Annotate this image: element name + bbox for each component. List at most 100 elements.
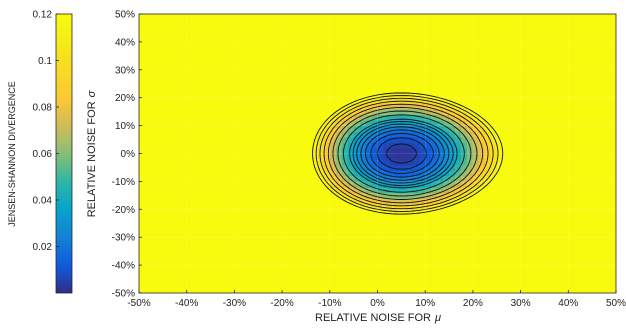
heatmap-cell — [288, 30, 295, 37]
heatmap-cell — [228, 276, 235, 283]
heatmap-cell — [270, 114, 277, 121]
heatmap-cell — [204, 53, 212, 60]
heatmap-cell — [258, 131, 265, 138]
heatmap-cell — [270, 226, 277, 233]
heatmap-cell — [556, 259, 563, 266]
heatmap-cell — [419, 175, 426, 182]
heatmap-cell — [544, 69, 552, 76]
heatmap-cell — [598, 147, 605, 155]
heatmap-cell — [156, 131, 164, 138]
heatmap-cell — [574, 147, 581, 155]
heatmap-cell — [222, 231, 230, 238]
heatmap-cell — [371, 253, 379, 261]
heatmap-cell — [305, 153, 313, 160]
heatmap-cell — [323, 159, 331, 166]
heatmap-cell — [472, 153, 480, 160]
heatmap-cell — [544, 97, 552, 104]
heatmap-cell — [592, 41, 599, 49]
heatmap-cell — [282, 58, 289, 65]
heatmap-cell — [508, 14, 516, 21]
heatmap-cell — [586, 125, 593, 132]
heatmap-cell — [484, 114, 492, 121]
heatmap-cell — [168, 80, 176, 88]
heatmap-cell — [216, 131, 224, 138]
heatmap-cell — [294, 30, 301, 37]
heatmap-cell — [228, 142, 235, 149]
heatmap-cell — [574, 47, 581, 54]
heatmap-cell — [478, 58, 486, 65]
heatmap-cell — [311, 281, 319, 289]
heatmap-cell — [282, 64, 289, 71]
heatmap-cell — [288, 270, 295, 277]
heatmap-cell — [216, 170, 224, 177]
heatmap-cell — [228, 259, 235, 266]
heatmap-cell — [156, 41, 164, 49]
heatmap-cell — [323, 58, 331, 65]
heatmap-cell — [532, 64, 540, 71]
heatmap-cell — [305, 186, 313, 194]
heatmap-cell — [586, 209, 593, 216]
heatmap-cell — [592, 30, 599, 37]
heatmap-cell — [437, 103, 444, 110]
heatmap-cell — [347, 147, 355, 155]
heatmap-cell — [449, 58, 456, 65]
heatmap-cell — [443, 164, 450, 171]
heatmap-cell — [550, 181, 557, 188]
heatmap-cell — [192, 53, 200, 60]
heatmap-cell — [425, 108, 432, 116]
heatmap-cell — [455, 131, 462, 138]
heatmap-cell — [347, 164, 355, 171]
heatmap-cell — [598, 270, 605, 277]
heatmap-cell — [258, 75, 265, 82]
heatmap-cell — [192, 231, 200, 238]
heatmap-cell — [437, 75, 444, 82]
heatmap-cell — [299, 203, 307, 210]
heatmap-cell — [598, 237, 605, 244]
heatmap-cell — [156, 53, 164, 60]
heatmap-cell — [371, 86, 379, 93]
heatmap-cell — [377, 259, 385, 266]
heatmap-cell — [252, 159, 259, 166]
heatmap-cell — [180, 80, 188, 88]
heatmap-cell — [144, 30, 152, 37]
heatmap-cell — [294, 231, 301, 238]
heatmap-cell — [514, 103, 522, 110]
heatmap-cell — [305, 36, 313, 43]
heatmap-cell — [162, 164, 170, 171]
heatmap-cell — [168, 253, 176, 261]
heatmap-cell — [228, 170, 235, 177]
heatmap-cell — [449, 276, 456, 283]
heatmap-cell — [508, 203, 516, 210]
heatmap-cell — [484, 69, 492, 76]
heatmap-cell — [305, 131, 313, 138]
heatmap-cell — [234, 36, 241, 43]
heatmap-cell — [598, 92, 605, 99]
heatmap-cell — [478, 237, 486, 244]
heatmap-cell — [329, 192, 337, 199]
y-tick-label: -20% — [112, 205, 135, 216]
heatmap-cell — [198, 175, 206, 182]
heatmap-cell — [174, 120, 182, 127]
heatmap-cell — [449, 64, 456, 71]
heatmap-cell — [144, 147, 152, 155]
heatmap-cell — [353, 198, 361, 205]
heatmap-cell — [562, 276, 569, 283]
heatmap-cell — [407, 142, 414, 149]
heatmap-cell — [574, 259, 581, 266]
heatmap-cell — [568, 287, 575, 293]
heatmap-cell — [383, 203, 391, 210]
heatmap-cell — [610, 248, 616, 255]
heatmap-cell — [508, 281, 516, 289]
heatmap-cell — [443, 19, 450, 26]
heatmap-cell — [323, 186, 331, 194]
heatmap-cell — [299, 58, 307, 65]
heatmap-cell — [359, 53, 367, 60]
heatmap-cell — [472, 209, 480, 216]
heatmap-cell — [234, 192, 241, 199]
heatmap-cell — [508, 75, 516, 82]
heatmap-cell — [144, 226, 152, 233]
heatmap-cell — [288, 253, 295, 261]
heatmap-cell — [377, 19, 385, 26]
heatmap-cell — [174, 226, 182, 233]
heatmap-cell — [466, 276, 474, 283]
